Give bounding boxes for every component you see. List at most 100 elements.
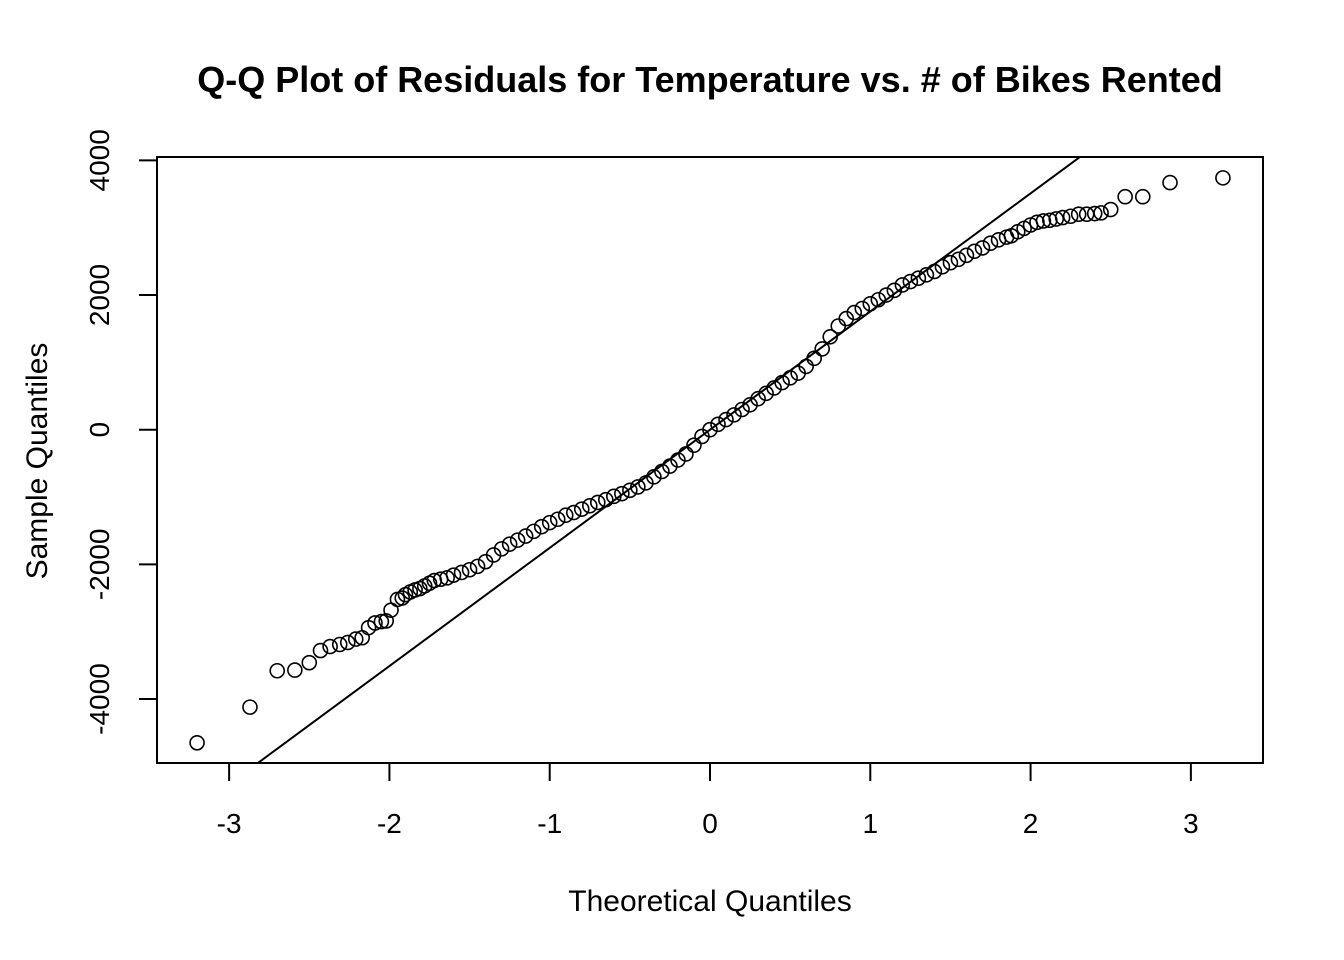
data-point <box>950 251 967 268</box>
x-tick-label: 0 <box>702 808 718 839</box>
data-point <box>774 374 790 391</box>
data-point <box>902 273 919 290</box>
data-point <box>686 437 702 453</box>
data-point <box>242 699 258 715</box>
data-point <box>910 270 927 287</box>
data-point <box>1117 188 1133 205</box>
data-point <box>541 514 558 531</box>
data-point <box>1086 205 1103 222</box>
data-point <box>886 282 903 299</box>
data-point <box>312 642 329 659</box>
x-tick-label: 3 <box>1183 808 1199 839</box>
data-point <box>525 523 542 540</box>
data-point <box>394 590 411 606</box>
data-point <box>461 561 478 578</box>
data-point <box>287 662 303 678</box>
data-point <box>646 469 662 485</box>
data-point <box>782 370 798 386</box>
data-point <box>453 564 470 581</box>
data-point <box>509 532 526 548</box>
data-point <box>862 295 879 312</box>
data-point <box>766 380 782 396</box>
data-point <box>1102 201 1119 218</box>
data-point <box>726 407 742 423</box>
data-point <box>1029 214 1045 231</box>
data-point <box>1215 170 1231 186</box>
data-point <box>798 358 814 375</box>
data-point <box>269 662 286 679</box>
data-point <box>485 547 502 563</box>
data-point <box>469 558 486 575</box>
data-point <box>1070 206 1087 223</box>
data-point <box>982 235 999 251</box>
data-point <box>598 491 614 508</box>
x-tick-label: -2 <box>377 808 402 839</box>
data-point <box>974 240 991 256</box>
data-point <box>934 258 951 275</box>
data-point <box>662 458 678 474</box>
data-point <box>838 310 855 327</box>
data-point <box>654 463 670 480</box>
y-axis-label: Sample Quantiles <box>21 343 54 580</box>
data-point <box>966 243 983 260</box>
data-point <box>630 479 646 495</box>
data-point <box>378 613 395 629</box>
data-point <box>606 488 622 505</box>
y-tick-label: -2000 <box>84 529 115 601</box>
data-point <box>702 421 718 438</box>
data-point <box>339 634 356 651</box>
data-point <box>894 277 911 293</box>
data-point <box>373 613 390 630</box>
data-point <box>347 631 364 647</box>
data-point <box>830 318 847 334</box>
y-tick-label: 2000 <box>84 264 115 326</box>
data-point <box>1054 209 1071 226</box>
data-point <box>846 304 863 321</box>
data-point <box>742 396 758 413</box>
data-point <box>565 504 582 521</box>
y-tick-label: 0 <box>84 422 115 438</box>
data-point <box>1134 188 1151 205</box>
data-point <box>331 636 348 653</box>
data-point <box>670 452 686 468</box>
data-point <box>445 567 462 583</box>
data-point <box>926 263 943 280</box>
data-point <box>549 511 566 528</box>
data-point <box>614 485 630 502</box>
data-point <box>189 734 205 751</box>
data-point <box>493 541 510 557</box>
data-point <box>1035 213 1052 229</box>
data-point <box>1062 208 1079 225</box>
data-point <box>1093 205 1109 221</box>
data-point <box>322 638 338 655</box>
data-point <box>367 615 383 631</box>
data-point <box>870 291 887 308</box>
data-point <box>501 536 518 552</box>
data-point <box>638 475 654 491</box>
data-point <box>573 501 590 517</box>
x-tick-label: -1 <box>537 808 562 839</box>
data-point <box>1162 174 1178 191</box>
y-axis: -4000 -2000 0 2000 4000 <box>84 129 157 735</box>
x-tick-label: 1 <box>863 808 879 839</box>
data-point <box>854 300 871 317</box>
data-point <box>878 287 895 303</box>
data-point <box>814 341 831 357</box>
y-tick-label: 4000 <box>84 129 115 191</box>
data-point <box>557 507 574 524</box>
x-tick-label: -3 <box>217 808 242 839</box>
plot-frame <box>156 156 1264 764</box>
data-point <box>622 482 638 499</box>
data-point <box>678 446 694 462</box>
data-point <box>710 416 726 433</box>
chart-title: Q-Q Plot of Residuals for Temperature vs… <box>197 59 1223 100</box>
data-point <box>918 267 935 283</box>
data-point <box>734 401 750 418</box>
data-point <box>822 328 839 345</box>
x-tick-label: 2 <box>1023 808 1039 839</box>
data-point <box>301 654 318 671</box>
data-point <box>581 497 598 514</box>
data-point <box>589 494 606 511</box>
